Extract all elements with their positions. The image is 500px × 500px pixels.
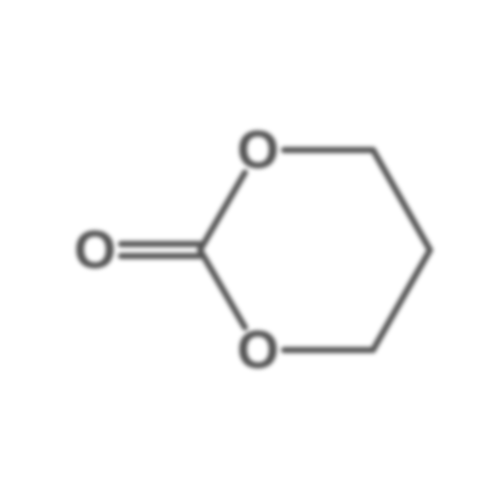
molecule-stage: O O O (0, 0, 500, 500)
atom-label: O (237, 119, 279, 181)
atom-label: O (74, 219, 116, 281)
atom-label: O (237, 319, 279, 381)
